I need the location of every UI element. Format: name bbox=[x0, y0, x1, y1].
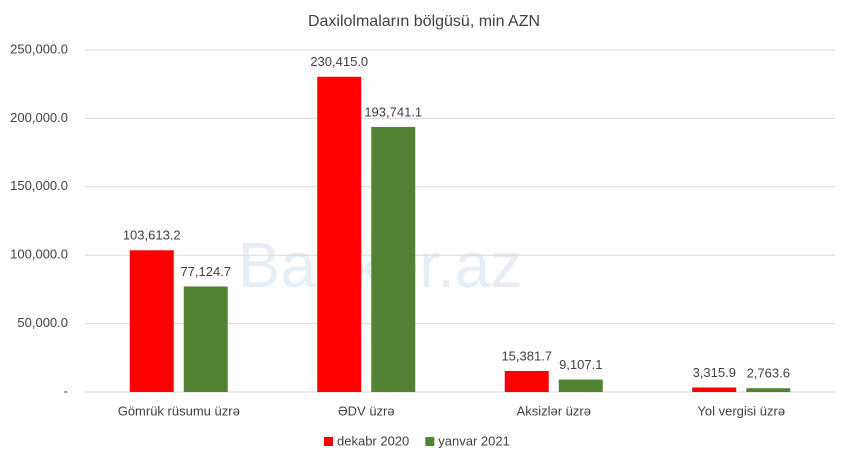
chart-title: Daxilolmaların bölgüsü, min AZN bbox=[308, 13, 540, 30]
y-tick-label: 100,000.0 bbox=[10, 247, 68, 262]
y-tick-label: 200,000.0 bbox=[10, 110, 68, 125]
legend-label: dekabr 2020 bbox=[337, 433, 409, 448]
legend-label: yanvar 2021 bbox=[438, 433, 510, 448]
data-label: 103,613.2 bbox=[123, 228, 181, 243]
bar bbox=[183, 286, 228, 392]
data-label: 77,124.7 bbox=[180, 264, 231, 279]
bar bbox=[317, 76, 362, 392]
data-label: 230,415.0 bbox=[310, 54, 368, 69]
y-tick-label: 150,000.0 bbox=[10, 178, 68, 193]
bar bbox=[504, 370, 549, 392]
legend-swatch bbox=[324, 437, 333, 446]
bar bbox=[746, 388, 791, 392]
legend-swatch bbox=[425, 437, 435, 446]
bar bbox=[129, 250, 174, 392]
data-label: 3,315.9 bbox=[693, 365, 736, 380]
x-tick-label: Aksizlər üzrə bbox=[517, 403, 591, 418]
bar bbox=[371, 126, 416, 393]
data-label: 2,763.6 bbox=[747, 366, 790, 381]
data-label: 15,381.7 bbox=[501, 348, 552, 363]
x-tick-label: Gömrük rüsumu üzrə bbox=[118, 403, 240, 418]
x-tick-label: ƏDV üzrə bbox=[338, 403, 395, 418]
x-tick-label: Yol vergisi üzrə bbox=[697, 403, 785, 418]
data-label: 9,107.1 bbox=[559, 357, 602, 372]
y-tick-label: - bbox=[64, 383, 68, 398]
y-tick-label: 250,000.0 bbox=[10, 41, 68, 56]
y-tick-label: 50,000.0 bbox=[17, 315, 68, 330]
data-label: 193,741.1 bbox=[364, 104, 422, 119]
bar bbox=[558, 379, 603, 392]
bar bbox=[692, 387, 737, 392]
